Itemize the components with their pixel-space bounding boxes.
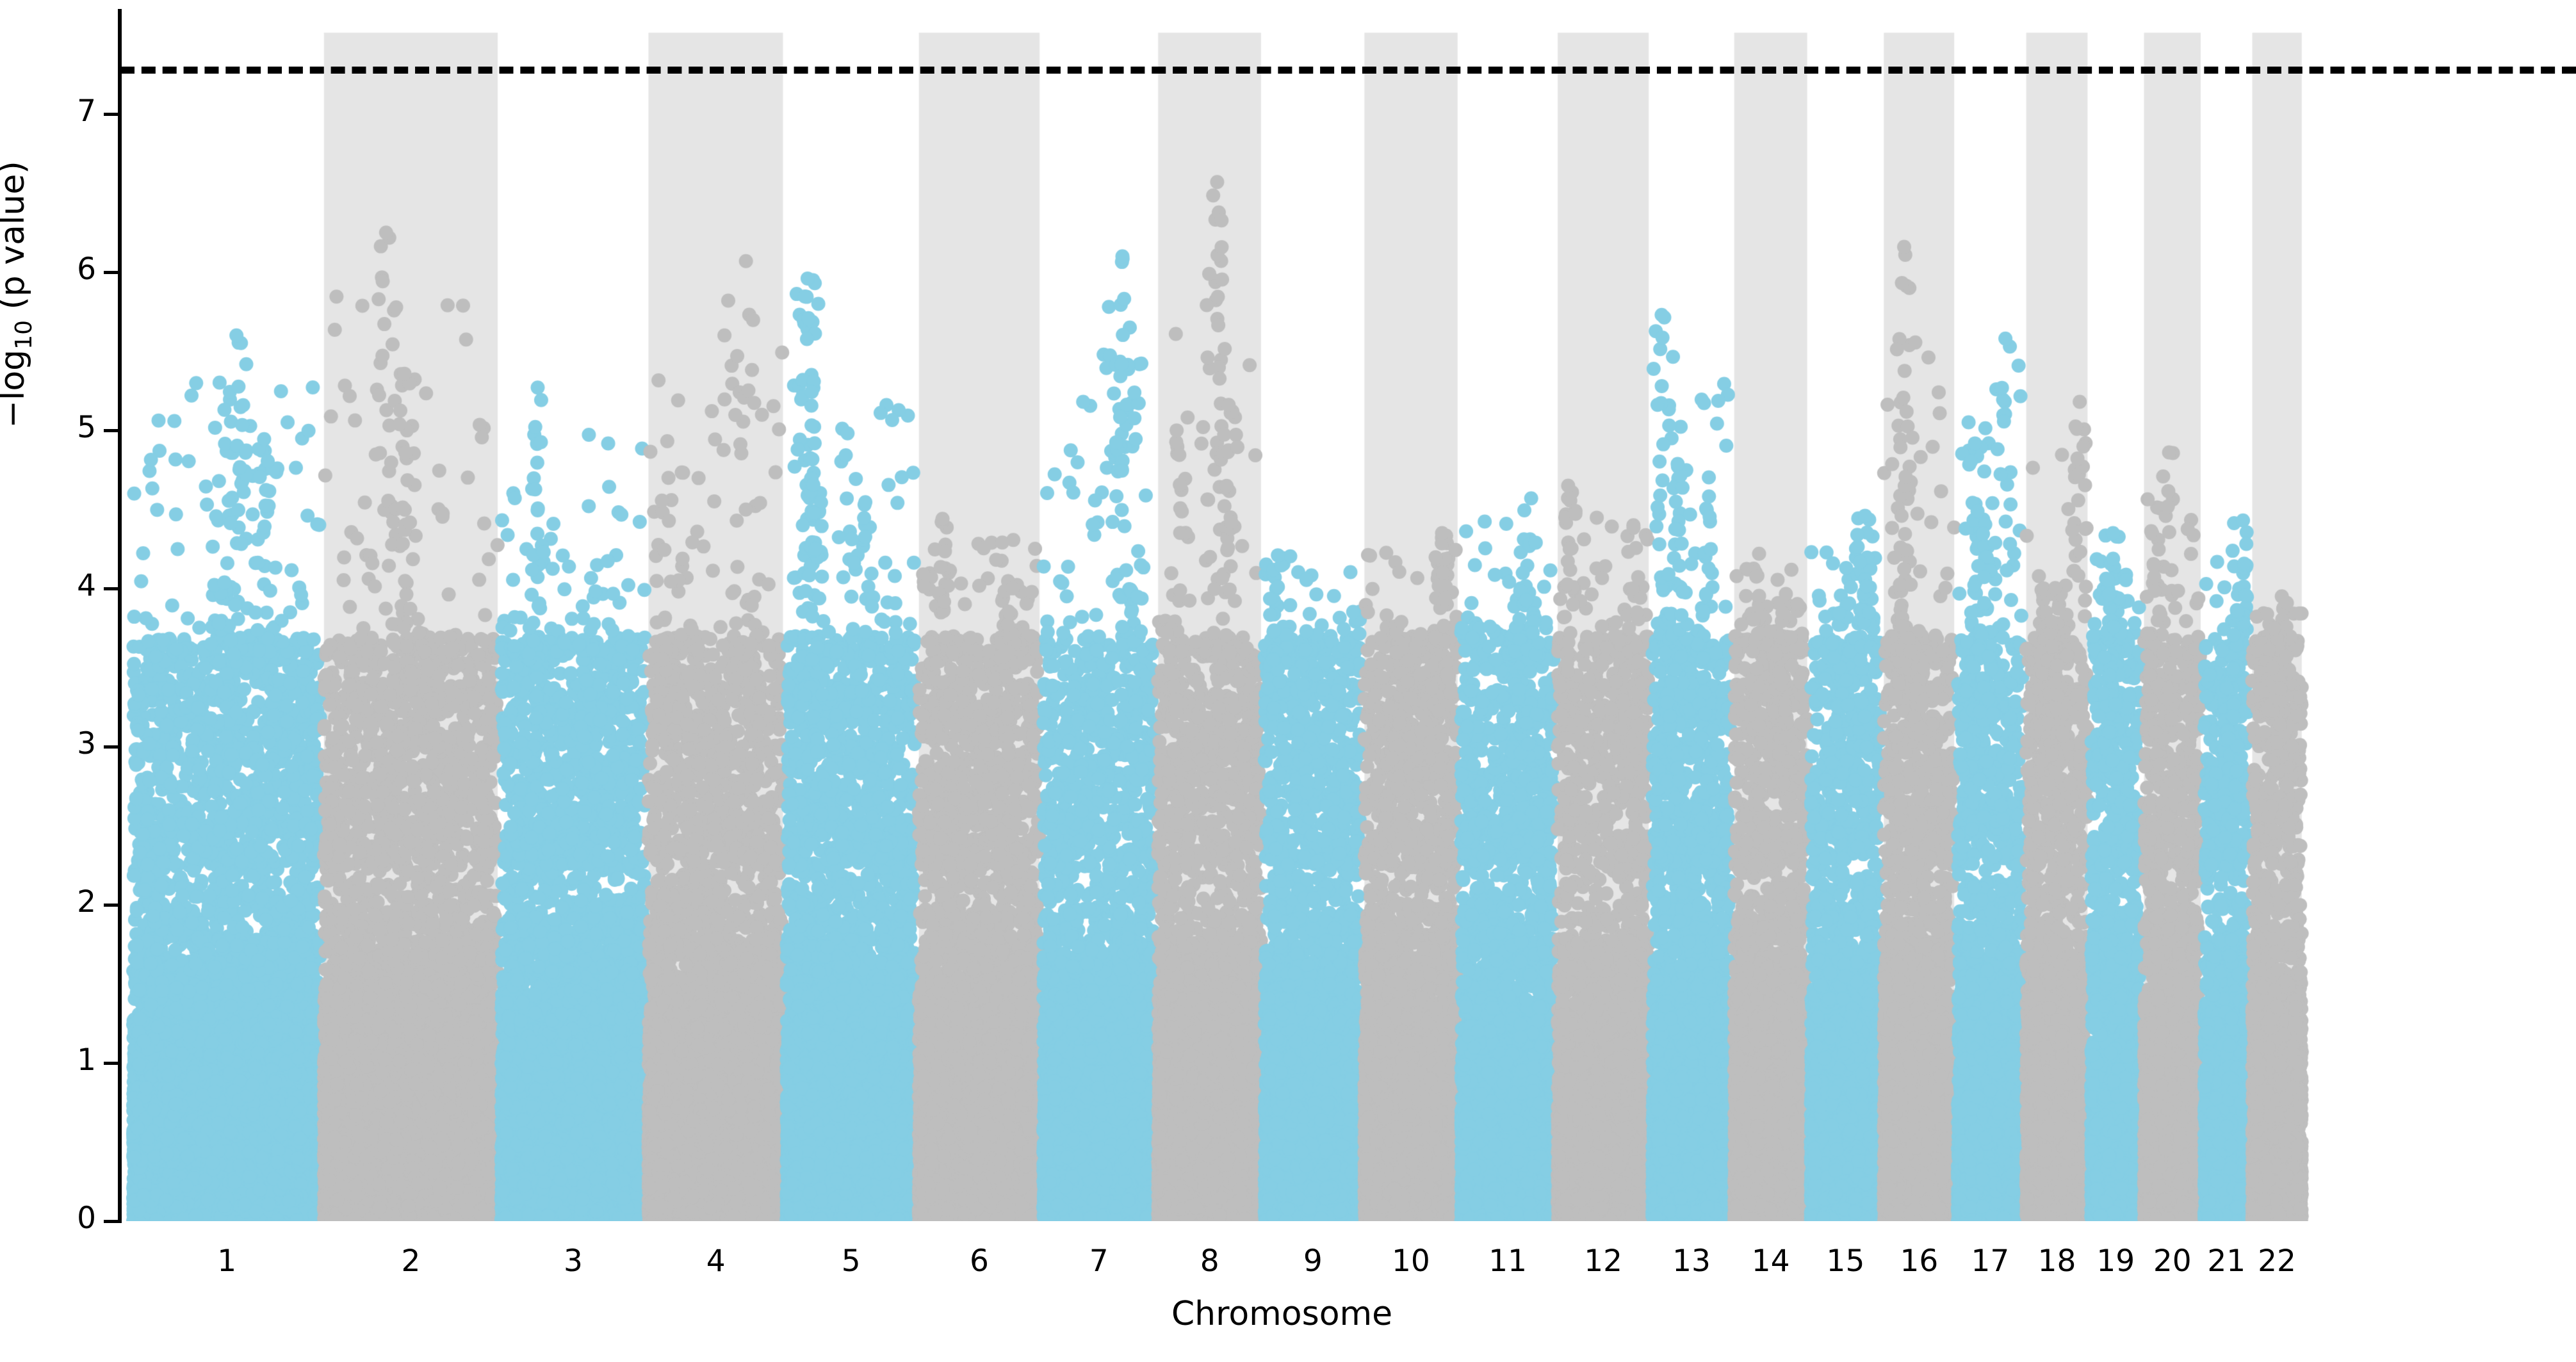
x-tick-label-chr-6: 6 — [970, 1244, 989, 1279]
x-tick-label-chr-13: 13 — [1672, 1244, 1711, 1279]
genome-wide-significance-line — [120, 66, 2576, 74]
x-tick-label-chr-3: 3 — [564, 1244, 583, 1279]
x-tick-label-chr-4: 4 — [706, 1244, 726, 1279]
y-tick-label-4: 4 — [77, 568, 96, 603]
y-axis-label-subscript: 10 — [11, 320, 37, 350]
x-tick-label-chr-9: 9 — [1303, 1244, 1323, 1279]
x-tick-label-chr-15: 15 — [1826, 1244, 1865, 1279]
y-tick-4 — [104, 587, 118, 590]
y-axis-label-suffix: (p value) — [0, 161, 32, 310]
y-tick-6 — [104, 271, 118, 274]
x-tick-label-chr-14: 14 — [1751, 1244, 1790, 1279]
x-tick-label-chr-19: 19 — [2096, 1244, 2135, 1279]
x-tick-label-chr-12: 12 — [1584, 1244, 1623, 1279]
y-tick-label-0: 0 — [77, 1201, 96, 1236]
y-tick-3 — [104, 745, 118, 749]
x-tick-label-chr-22: 22 — [2258, 1244, 2296, 1279]
y-tick-label-7: 7 — [77, 93, 96, 129]
y-tick-7 — [104, 113, 118, 116]
x-tick-label-chr-10: 10 — [1391, 1244, 1430, 1279]
plot-area — [120, 9, 2443, 1221]
x-tick-label-chr-21: 21 — [2207, 1244, 2246, 1279]
y-tick-label-3: 3 — [77, 726, 96, 761]
y-axis-label-prefix: −log — [0, 349, 32, 428]
x-tick-label-chr-17: 17 — [1971, 1244, 2010, 1279]
y-tick-5 — [104, 429, 118, 432]
y-tick-2 — [104, 904, 118, 907]
y-tick-0 — [104, 1220, 118, 1223]
x-tick-label-chr-1: 1 — [217, 1244, 237, 1279]
x-tick-label-chr-5: 5 — [841, 1244, 861, 1279]
y-tick-label-5: 5 — [77, 410, 96, 445]
y-tick-1 — [104, 1062, 118, 1065]
x-tick-label-chr-2: 2 — [401, 1244, 421, 1279]
x-tick-label-chr-7: 7 — [1089, 1244, 1109, 1279]
x-tick-label-chr-16: 16 — [1900, 1244, 1939, 1279]
y-tick-label-2: 2 — [77, 884, 96, 920]
x-axis-label: Chromosome — [1171, 1295, 1393, 1333]
x-tick-label-chr-8: 8 — [1200, 1244, 1219, 1279]
y-axis-label: −log10 (p value) — [0, 102, 37, 487]
y-axis-spine — [118, 9, 122, 1223]
scatter-canvas — [120, 9, 2443, 1221]
y-tick-label-1: 1 — [77, 1042, 96, 1078]
x-tick-label-chr-18: 18 — [2037, 1244, 2076, 1279]
x-tick-label-chr-20: 20 — [2153, 1244, 2192, 1279]
y-tick-label-6: 6 — [77, 252, 96, 287]
x-tick-label-chr-11: 11 — [1488, 1244, 1527, 1279]
